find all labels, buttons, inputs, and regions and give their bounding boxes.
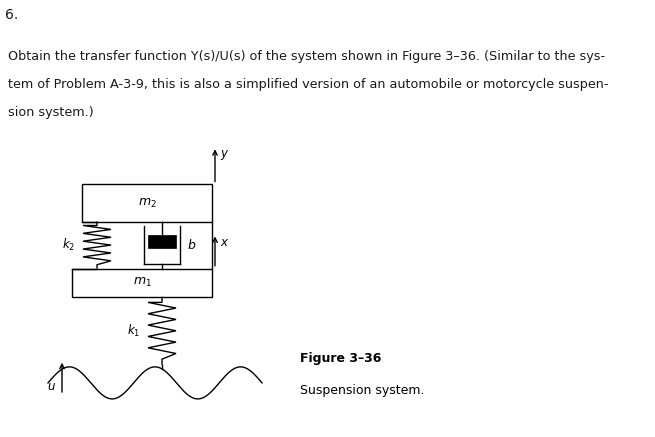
Text: $b$: $b$ (187, 238, 196, 252)
Text: 6.: 6. (5, 8, 18, 22)
Text: sion system.): sion system.) (8, 106, 94, 119)
Bar (82, 184, 212, 222)
Bar (72, 269, 212, 297)
Text: $m_1$: $m_1$ (132, 276, 151, 289)
Text: tem of Problem A-3-9, this is also a simplified version of an automobile or moto: tem of Problem A-3-9, this is also a sim… (8, 78, 608, 91)
Text: Obtain the transfer function Y(s)/U(s) of the system shown in Figure 3–36. (Simi: Obtain the transfer function Y(s)/U(s) o… (8, 50, 605, 63)
Text: Suspension system.: Suspension system. (300, 384, 424, 397)
Text: Figure 3–36: Figure 3–36 (300, 352, 381, 365)
Text: $x$: $x$ (220, 236, 229, 249)
Text: $m_2$: $m_2$ (138, 197, 157, 210)
Text: $y$: $y$ (220, 149, 229, 163)
Text: $k_2$: $k_2$ (62, 237, 75, 253)
Bar (148, 235, 176, 248)
Text: $u$: $u$ (47, 380, 56, 393)
Text: $k_1$: $k_1$ (126, 323, 140, 339)
